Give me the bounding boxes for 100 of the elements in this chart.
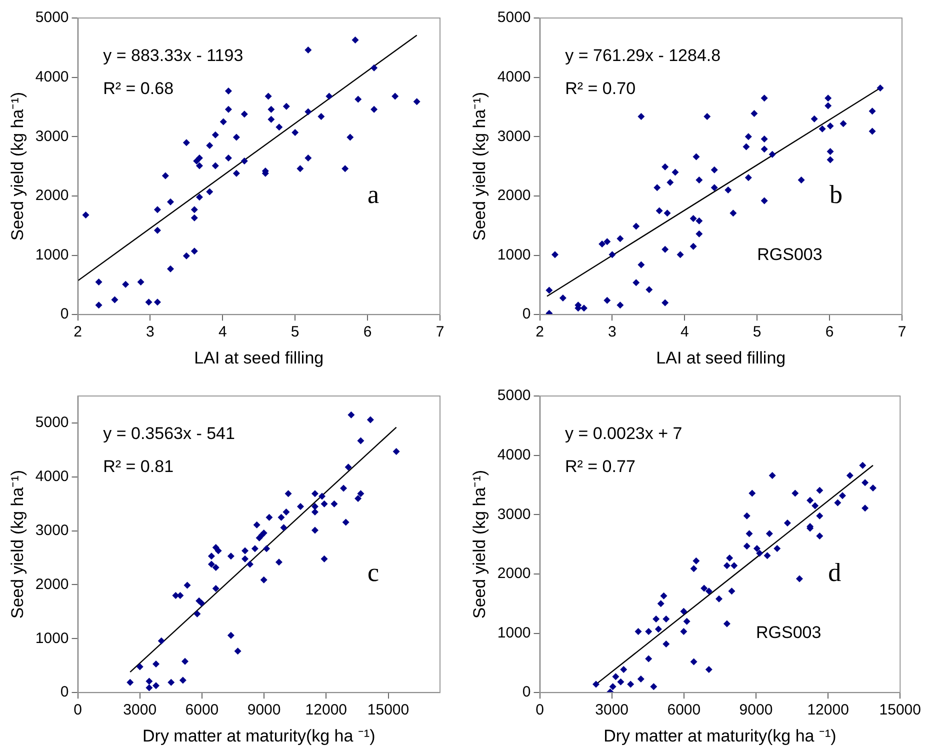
point	[296, 165, 304, 172]
point	[95, 278, 102, 286]
point	[154, 298, 161, 306]
point	[690, 658, 698, 666]
point	[268, 116, 275, 123]
annotation: y = 761.29x - 1284.8	[565, 46, 721, 66]
point	[862, 479, 869, 486]
point	[730, 210, 737, 217]
y-tick-label: 3000	[35, 128, 69, 145]
point	[392, 92, 399, 100]
y-tick-label: 3000	[35, 522, 69, 539]
point	[546, 286, 553, 294]
annotation: y = 0.0023x + 7	[564, 424, 682, 444]
point	[168, 678, 175, 686]
point	[710, 184, 718, 192]
x-tick-label: 3	[608, 324, 616, 341]
point	[715, 595, 722, 602]
point	[136, 663, 144, 670]
annotation: y = 0.3563x - 541	[103, 424, 235, 444]
point	[311, 526, 318, 534]
x-tick-label: 7	[898, 324, 906, 341]
y-tick-label: 5000	[35, 9, 69, 26]
point	[330, 500, 338, 508]
point	[592, 680, 600, 688]
point	[760, 197, 768, 204]
point	[609, 683, 616, 690]
point	[126, 678, 134, 686]
point	[357, 437, 364, 444]
point	[346, 134, 354, 141]
point	[196, 194, 203, 201]
point	[816, 532, 824, 540]
point	[318, 492, 326, 500]
point	[652, 616, 660, 623]
point	[748, 490, 756, 497]
point	[662, 640, 670, 648]
point	[690, 242, 697, 250]
point	[580, 304, 588, 312]
point	[826, 156, 834, 164]
x-axis-title: LAI at seed filling	[194, 348, 324, 368]
point	[692, 557, 700, 564]
point	[370, 106, 378, 113]
y-tick-label: 5000	[497, 387, 531, 404]
point	[604, 296, 611, 304]
point	[311, 503, 318, 510]
annotation: R² = 0.77	[564, 456, 636, 476]
x-tick-label: 4	[218, 324, 227, 341]
point	[840, 120, 847, 128]
point	[352, 36, 359, 44]
point	[280, 524, 288, 532]
point	[344, 464, 352, 471]
x-tick-label: 7	[436, 324, 444, 341]
x-tick-label: 2	[74, 324, 82, 341]
point	[638, 261, 645, 268]
point	[826, 148, 834, 155]
point	[862, 504, 869, 512]
point	[859, 462, 866, 469]
annotation: c	[368, 558, 380, 587]
y-tick-label: 5000	[497, 9, 531, 26]
point	[616, 302, 624, 309]
point	[354, 96, 362, 103]
point	[726, 554, 734, 562]
point	[750, 110, 758, 118]
annotation: d	[828, 558, 842, 587]
x-axis-title: Dry matter at maturity(kg ha ⁻¹)	[142, 726, 376, 746]
point	[696, 176, 703, 184]
point	[342, 518, 350, 526]
point	[760, 146, 768, 153]
point	[326, 92, 333, 100]
point	[253, 521, 260, 528]
annotation: R² = 0.81	[103, 456, 174, 476]
point	[764, 552, 771, 560]
point	[370, 64, 378, 72]
y-tick-label: 1000	[35, 246, 69, 264]
point	[342, 165, 349, 172]
point	[645, 628, 652, 635]
y-tick-label: 4000	[497, 446, 531, 464]
point	[122, 280, 130, 288]
x-tick-label: 15000	[879, 702, 922, 719]
point	[768, 150, 776, 158]
point	[146, 684, 153, 692]
point	[227, 632, 234, 639]
point	[612, 673, 620, 680]
point	[182, 252, 190, 260]
y-tick-label: 3000	[497, 128, 531, 145]
point	[608, 251, 616, 258]
x-tick-label: 0	[536, 702, 544, 719]
point	[620, 666, 628, 673]
point	[190, 214, 198, 222]
point	[650, 683, 658, 690]
point	[182, 139, 190, 146]
point	[634, 628, 642, 635]
point	[242, 555, 249, 562]
point	[282, 102, 290, 110]
point	[627, 680, 634, 688]
point	[82, 211, 90, 218]
point	[696, 217, 703, 224]
point	[838, 492, 846, 500]
point	[546, 310, 553, 315]
point	[212, 564, 220, 571]
point	[660, 592, 668, 600]
